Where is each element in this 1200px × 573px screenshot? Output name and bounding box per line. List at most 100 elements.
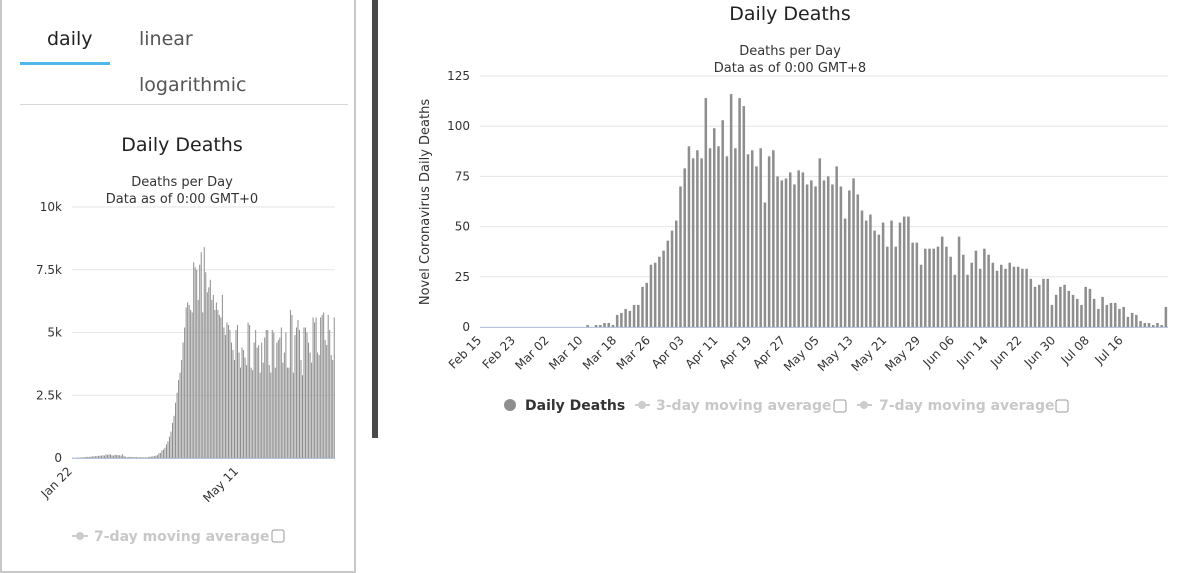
bar[interactable] xyxy=(283,352,285,458)
bar[interactable] xyxy=(274,367,276,458)
bar[interactable] xyxy=(1084,286,1087,327)
bar[interactable] xyxy=(843,218,847,327)
bar[interactable] xyxy=(161,450,163,458)
bar[interactable] xyxy=(93,456,95,458)
bar[interactable] xyxy=(237,324,239,458)
bar[interactable] xyxy=(317,352,319,458)
bar[interactable] xyxy=(114,454,116,458)
bar[interactable] xyxy=(970,262,973,327)
bar[interactable] xyxy=(126,457,128,458)
bar[interactable] xyxy=(1021,268,1024,327)
bar[interactable] xyxy=(152,456,154,458)
bar[interactable] xyxy=(1164,306,1168,327)
bar[interactable] xyxy=(1105,304,1109,327)
bar[interactable] xyxy=(877,234,881,327)
bar[interactable] xyxy=(84,457,86,458)
bar[interactable] xyxy=(209,279,211,458)
bar[interactable] xyxy=(132,456,134,458)
bar[interactable] xyxy=(196,269,198,458)
bar[interactable] xyxy=(233,360,235,458)
bar[interactable] xyxy=(302,375,303,458)
bar[interactable] xyxy=(173,415,175,458)
bar[interactable] xyxy=(915,242,919,327)
bar[interactable] xyxy=(746,154,750,327)
legend-7day-label[interactable]: 7-day moving average xyxy=(94,529,270,545)
bar[interactable] xyxy=(150,456,152,458)
bar[interactable] xyxy=(1139,320,1142,327)
bar[interactable] xyxy=(653,262,657,327)
bar[interactable] xyxy=(645,282,648,327)
bar[interactable] xyxy=(131,457,133,458)
bar[interactable] xyxy=(178,380,180,458)
bar[interactable] xyxy=(835,166,838,327)
bar[interactable] xyxy=(1016,266,1020,327)
bar[interactable] xyxy=(805,184,809,327)
bar[interactable] xyxy=(628,310,632,327)
bar[interactable] xyxy=(784,178,788,327)
bar[interactable] xyxy=(738,98,741,327)
bar[interactable] xyxy=(330,355,332,458)
bar[interactable] xyxy=(1071,294,1075,327)
bar[interactable] xyxy=(221,294,223,458)
bar[interactable] xyxy=(176,392,178,458)
bar[interactable] xyxy=(137,457,139,458)
bar[interactable] xyxy=(262,362,264,458)
bar[interactable] xyxy=(1151,324,1155,327)
bar[interactable] xyxy=(1118,308,1121,327)
bar[interactable] xyxy=(662,250,665,327)
bar[interactable] xyxy=(240,367,242,458)
bar[interactable] xyxy=(1059,286,1062,327)
bar[interactable] xyxy=(134,457,136,458)
bar[interactable] xyxy=(611,324,615,327)
bar[interactable] xyxy=(1054,294,1058,327)
bar[interactable] xyxy=(1122,306,1125,327)
bar[interactable] xyxy=(218,314,220,458)
bar[interactable] xyxy=(214,309,216,458)
bar[interactable] xyxy=(220,317,222,458)
bar[interactable] xyxy=(721,120,724,328)
bar[interactable] xyxy=(750,150,754,327)
bar[interactable] xyxy=(246,365,248,458)
bar[interactable] xyxy=(327,314,329,458)
bar[interactable] xyxy=(700,158,703,327)
bar[interactable] xyxy=(1097,308,1100,327)
bar[interactable] xyxy=(1029,278,1033,327)
bar[interactable] xyxy=(162,449,164,458)
bar[interactable] xyxy=(620,312,623,327)
bar[interactable] xyxy=(1004,268,1007,327)
bar[interactable] xyxy=(991,262,995,327)
bar[interactable] xyxy=(962,254,965,327)
bar[interactable] xyxy=(1147,322,1151,327)
bar[interactable] xyxy=(286,367,288,458)
bar[interactable] xyxy=(292,372,294,458)
bar[interactable] xyxy=(814,186,817,327)
bar[interactable] xyxy=(1038,284,1041,327)
bar[interactable] xyxy=(88,456,90,458)
bar[interactable] xyxy=(190,309,192,458)
bar[interactable] xyxy=(658,256,661,327)
bar[interactable] xyxy=(712,128,716,327)
bar[interactable] xyxy=(105,454,107,458)
bar[interactable] xyxy=(285,332,287,459)
bar[interactable] xyxy=(848,190,851,327)
bar[interactable] xyxy=(717,146,720,327)
bar[interactable] xyxy=(675,220,678,327)
bar[interactable] xyxy=(1067,290,1071,327)
bar[interactable] xyxy=(87,456,89,458)
bar[interactable] xyxy=(117,455,119,458)
bar[interactable] xyxy=(91,456,93,458)
bar[interactable] xyxy=(708,148,712,327)
bar[interactable] xyxy=(146,457,148,458)
bar[interactable] xyxy=(759,148,762,327)
bar[interactable] xyxy=(168,436,170,458)
bar[interactable] xyxy=(111,455,113,458)
bar[interactable] xyxy=(144,457,146,458)
bar[interactable] xyxy=(97,455,99,458)
bar[interactable] xyxy=(1126,316,1130,327)
bar[interactable] xyxy=(298,329,300,458)
bar[interactable] xyxy=(208,287,210,458)
bar[interactable] xyxy=(258,345,260,458)
bar[interactable] xyxy=(200,252,202,458)
bar[interactable] xyxy=(797,170,800,327)
bar[interactable] xyxy=(928,248,931,327)
